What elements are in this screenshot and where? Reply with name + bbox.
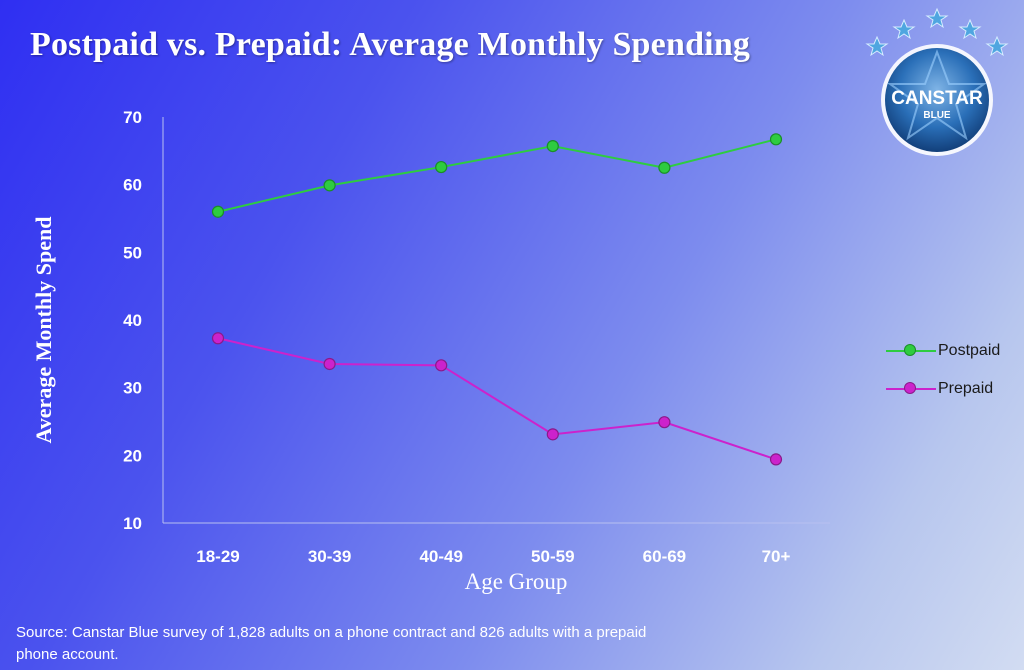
x-tick-label: 40-49 <box>419 547 462 566</box>
legend-item-prepaid: Prepaid <box>886 376 1000 402</box>
data-point-prepaid <box>546 428 559 441</box>
canstar-blue-logo: CANSTAR BLUE <box>865 7 1009 156</box>
x-tick-label: 50-59 <box>531 547 574 566</box>
y-tick-label: 60 <box>123 176 142 195</box>
data-point-postpaid <box>435 160 448 174</box>
legend-label-postpaid: Postpaid <box>938 342 1001 359</box>
series-line-prepaid <box>217 337 777 461</box>
y-axis-label: Average Monthly Spend <box>31 216 56 444</box>
data-point-prepaid <box>211 332 225 345</box>
legend-label-prepaid: Prepaid <box>938 380 994 397</box>
x-tick-label: 60-69 <box>643 547 686 566</box>
legend-swatch-postpaid <box>886 343 936 359</box>
data-point-postpaid <box>323 179 336 192</box>
data-point-postpaid <box>546 139 559 153</box>
y-tick-label: 50 <box>123 243 142 262</box>
x-tick-label: 30-39 <box>308 547 351 566</box>
y-tick-label: 40 <box>123 311 142 330</box>
data-point-prepaid <box>658 416 671 429</box>
data-point-prepaid <box>769 453 783 466</box>
x-tick-label: 70+ <box>762 547 791 566</box>
data-point-postpaid <box>211 205 225 218</box>
logo-text-blue: BLUE <box>923 110 951 121</box>
y-tick-label: 10 <box>123 514 142 533</box>
series-line-postpaid <box>217 138 777 213</box>
star-icons <box>865 7 1009 57</box>
data-point-prepaid <box>435 359 448 372</box>
logo-text-canstar: CANSTAR <box>891 88 983 109</box>
legend-item-postpaid: Postpaid <box>886 338 1000 364</box>
legend: Postpaid Prepaid <box>886 338 1000 414</box>
y-tick-label: 70 <box>123 108 142 127</box>
data-point-postpaid <box>769 133 783 146</box>
x-axis-label: Age Group <box>464 569 568 594</box>
chart-title: Postpaid vs. Prepaid: Average Monthly Sp… <box>30 26 751 63</box>
source-note: Source: Canstar Blue survey of 1,828 adu… <box>16 624 647 663</box>
y-tick-label: 30 <box>123 379 142 398</box>
legend-swatch-prepaid <box>886 381 936 397</box>
x-tick-label: 18-29 <box>196 547 239 566</box>
data-point-postpaid <box>658 161 671 174</box>
y-tick-label: 20 <box>123 446 142 465</box>
data-point-prepaid <box>323 357 336 371</box>
